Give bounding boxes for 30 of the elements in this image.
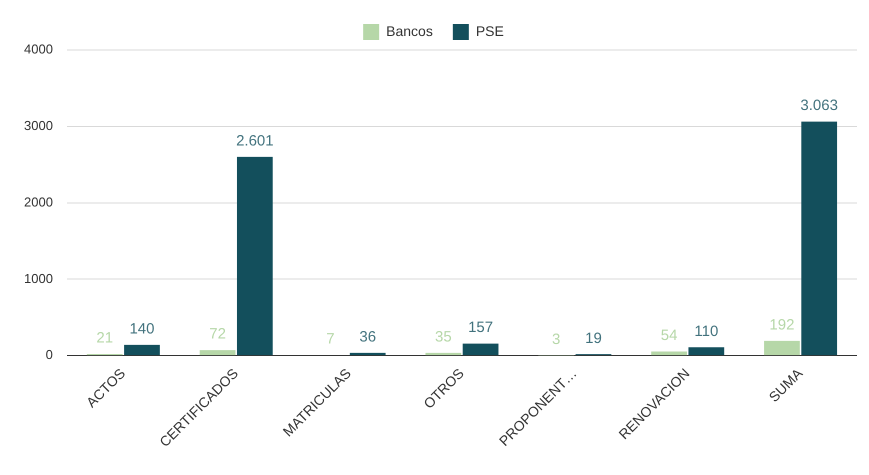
bar	[425, 352, 462, 356]
data-label: 192	[769, 316, 794, 334]
bar	[200, 350, 236, 356]
data-label: 19	[585, 330, 602, 347]
data-label: 7	[326, 330, 335, 348]
y-tick-label: 3000	[24, 118, 53, 133]
data-label: 54	[660, 327, 678, 344]
y-tick-label: 0	[46, 347, 53, 362]
bar	[462, 344, 498, 356]
legend-label: PSE	[476, 22, 504, 39]
y-tick-label: 4000	[24, 42, 53, 57]
data-label: 72	[209, 326, 226, 343]
data-label: 3.063	[800, 97, 838, 114]
bar	[801, 122, 838, 356]
bar	[764, 340, 800, 356]
data-label: 110	[694, 322, 718, 340]
data-label: 3	[552, 331, 560, 348]
y-tick-label: 2000	[24, 194, 53, 210]
bar	[651, 351, 687, 356]
data-label: 140	[129, 320, 154, 338]
bar	[688, 347, 724, 356]
y-tick-label: 1000	[24, 270, 53, 286]
bar	[124, 344, 160, 356]
data-label: 21	[96, 330, 114, 347]
data-label: 36	[359, 328, 376, 346]
data-label: 2.601	[236, 132, 274, 150]
legend-label: Bancos	[386, 22, 433, 39]
data-label: 35	[434, 328, 452, 346]
data-label: 157	[468, 319, 494, 336]
bar	[236, 156, 273, 356]
